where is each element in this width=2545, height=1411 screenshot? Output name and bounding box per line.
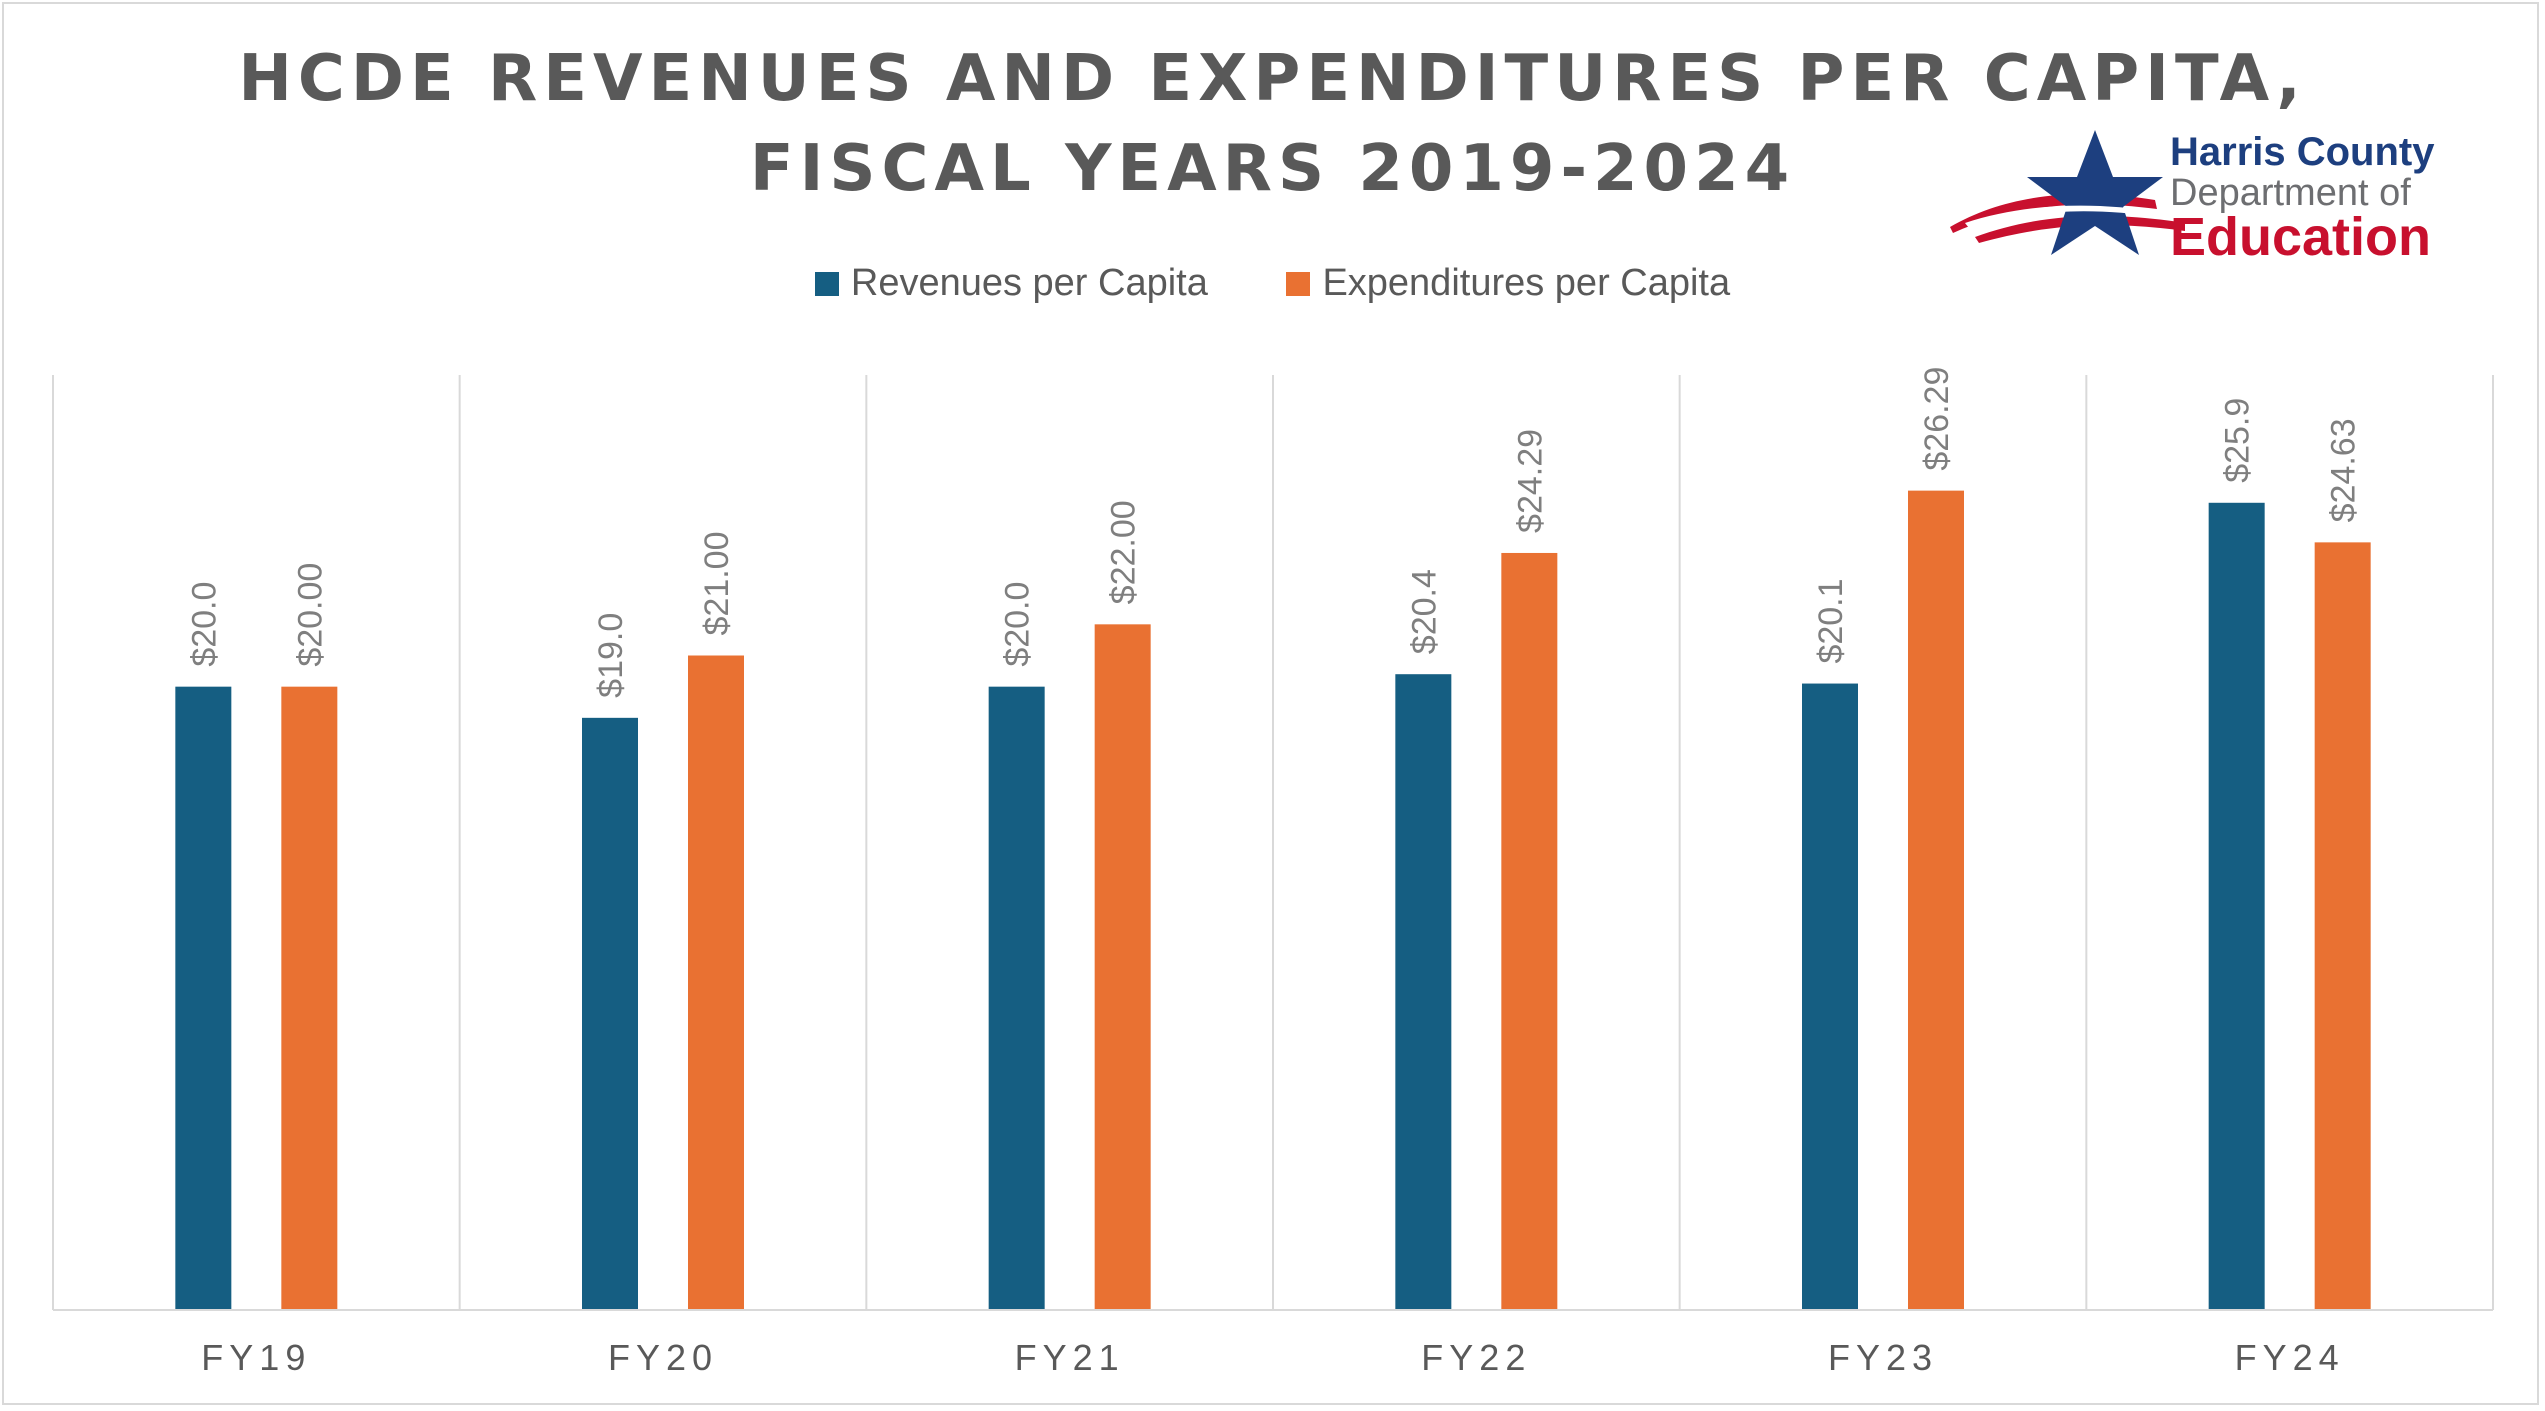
logo-text-line-2: Department of: [2170, 172, 2411, 214]
legend-item-revenues: Revenues per Capita: [814, 262, 1208, 305]
bar-revenues-fy23: [1802, 683, 1858, 1310]
x-tick-label-fy20: FY20: [608, 1337, 718, 1378]
bar-expenditures-fy23: [1908, 490, 1964, 1311]
value-label-expenditures-fy22: $24.29: [1511, 429, 1549, 533]
chart-title-line-2: FISCAL YEARS 2019-2024: [749, 132, 1796, 206]
logo-swoosh-red-2: [1975, 215, 2185, 243]
logo-star-icon: [2027, 130, 2163, 255]
x-tick-label-fy23: FY23: [1828, 1337, 1938, 1378]
logo-text-line-3: Education: [2170, 207, 2431, 265]
legend-label-expenditures: Expenditures per Capita: [1322, 262, 1731, 304]
bar-revenues-fy19: [175, 686, 232, 1310]
chart-title-line-1: HCDE REVENUES AND EXPENDITURES PER CAPIT…: [238, 42, 2307, 116]
value-label-revenues-fy23: $20.1: [1812, 578, 1850, 663]
bar-revenues-fy20: [582, 717, 638, 1310]
bar-revenues-fy24: [2208, 502, 2265, 1310]
x-tick-label-fy24: FY24: [2235, 1337, 2345, 1378]
value-label-revenues-fy20: $19.0: [592, 613, 630, 698]
x-axis: FY19 FY20 FY21 FY22 FY23 FY24: [53, 1309, 2493, 1378]
value-label-revenues-fy24: $25.9: [2219, 398, 2257, 483]
x-tick-label-fy19: FY19: [201, 1337, 311, 1378]
bar-expenditures-fy22: [1501, 552, 1558, 1310]
x-tick-label-fy22: FY22: [1421, 1337, 1531, 1378]
value-label-expenditures-fy19: $20.00: [291, 563, 329, 667]
bar-expenditures-fy19: [281, 686, 338, 1310]
logo-swoosh-white: [1965, 205, 2165, 228]
hcde-logo: Harris County Department of Education: [1950, 130, 2435, 265]
bar-expenditures-fy24: [2314, 542, 2371, 1310]
chart-legend: Revenues per Capita Expenditures per Cap…: [0, 262, 2545, 306]
bar-revenues-fy22: [1395, 674, 1452, 1310]
value-label-revenues-fy22: $20.4: [1405, 569, 1443, 654]
value-label-expenditures-fy20: $21.00: [698, 532, 736, 636]
category-gridlines: [52, 375, 2494, 1310]
value-label-expenditures-fy21: $22.00: [1105, 500, 1143, 604]
bar-revenues-fy21: [988, 686, 1045, 1310]
legend-swatch-revenues: [814, 271, 839, 296]
value-label-expenditures-fy24: $24.63: [2325, 418, 2363, 522]
bars: [175, 490, 2371, 1311]
value-labels: $20.0 $20.00 $19.0 $21.00 $20.0 $22.00 $20.4 $2…: [185, 367, 2362, 698]
bar-expenditures-fy21: [1094, 624, 1151, 1310]
value-label-expenditures-fy23: $26.29: [1918, 367, 1956, 471]
value-label-revenues-fy21: $20.0: [999, 582, 1037, 667]
bar-expenditures-fy20: [688, 655, 744, 1310]
legend-item-expenditures: Expenditures per Capita: [1286, 262, 1730, 305]
x-tick-label-fy21: FY21: [1015, 1337, 1125, 1378]
legend-label-revenues: Revenues per Capita: [850, 262, 1208, 304]
value-label-revenues-fy19: $20.0: [185, 582, 223, 667]
logo-text-line-1: Harris County: [2170, 130, 2435, 174]
legend-swatch-expenditures: [1286, 271, 1311, 296]
